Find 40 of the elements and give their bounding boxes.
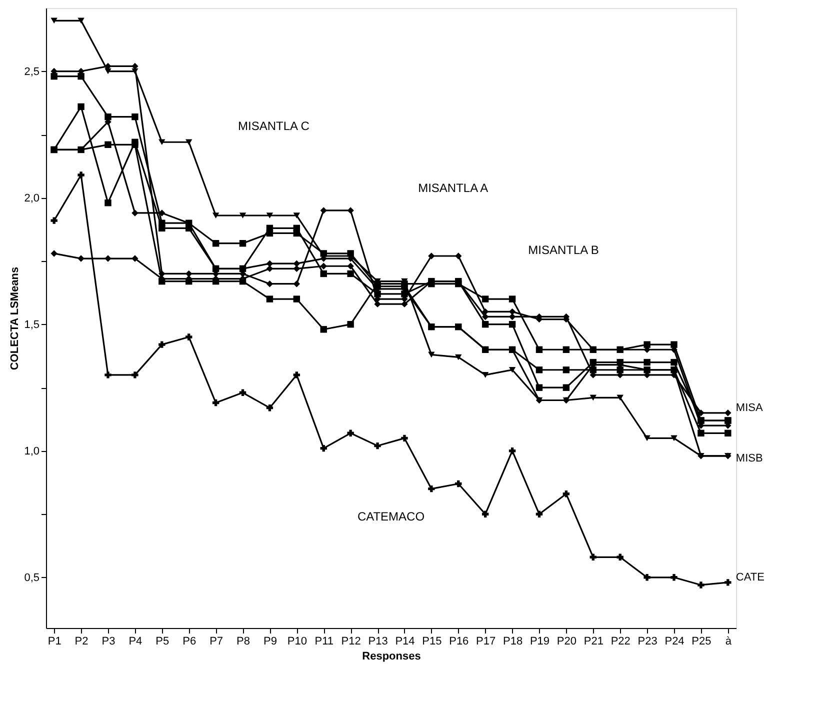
x-tick-label: P7 — [210, 636, 224, 648]
y-axis-title: COLECTA LSMeans — [9, 266, 22, 370]
x-tick-label: P21 — [584, 636, 604, 648]
x-tick-label: P25 — [692, 636, 712, 648]
x-tick-label: P9 — [263, 636, 277, 648]
x-tick-label: P4 — [128, 636, 142, 648]
x-tick-label: P8 — [236, 636, 250, 648]
x-tick-label: P2 — [74, 636, 88, 648]
x-tick-label: P24 — [664, 636, 684, 648]
x-tick-label: P18 — [503, 636, 523, 648]
annotation: MISA — [736, 402, 764, 414]
x-tick-label: P6 — [182, 636, 196, 648]
x-tick-label: P15 — [422, 636, 442, 648]
y-tick-label: 1,0 — [24, 445, 40, 458]
x-tick-label: P23 — [638, 636, 658, 648]
x-tick-label: P20 — [556, 636, 576, 648]
annotation: MISANTLA B — [528, 242, 599, 257]
x-tick-label: P11 — [314, 636, 334, 648]
x-tick-label: P13 — [368, 636, 388, 648]
x-tick-label: P17 — [476, 636, 496, 648]
x-tick-label: P3 — [102, 636, 116, 648]
y-tick-label: 0,5 — [24, 572, 40, 584]
y-tick-label: 2,0 — [24, 192, 40, 204]
annotation: CATEMACO — [357, 509, 425, 524]
x-tick-label: à — [725, 636, 732, 648]
x-tick-label: P5 — [156, 636, 170, 648]
x-tick-label: P16 — [449, 636, 469, 648]
annotation: MISANTLA A — [418, 180, 488, 195]
x-tick-label: P14 — [395, 636, 415, 648]
annotation: MISANTLA C — [238, 118, 310, 133]
y-tick-label: 1,5 — [24, 318, 40, 331]
y-tick-label: 2,5 — [24, 66, 40, 78]
x-tick-label: P12 — [341, 636, 361, 648]
x-tick-label: P1 — [48, 636, 62, 648]
annotation: CATE — [736, 571, 764, 584]
annotation: MISB — [736, 452, 763, 464]
x-tick-label: P19 — [530, 636, 550, 648]
x-axis-title: Responses — [362, 650, 421, 662]
x-tick-label: P10 — [287, 636, 307, 648]
x-tick-label: P22 — [610, 636, 630, 648]
